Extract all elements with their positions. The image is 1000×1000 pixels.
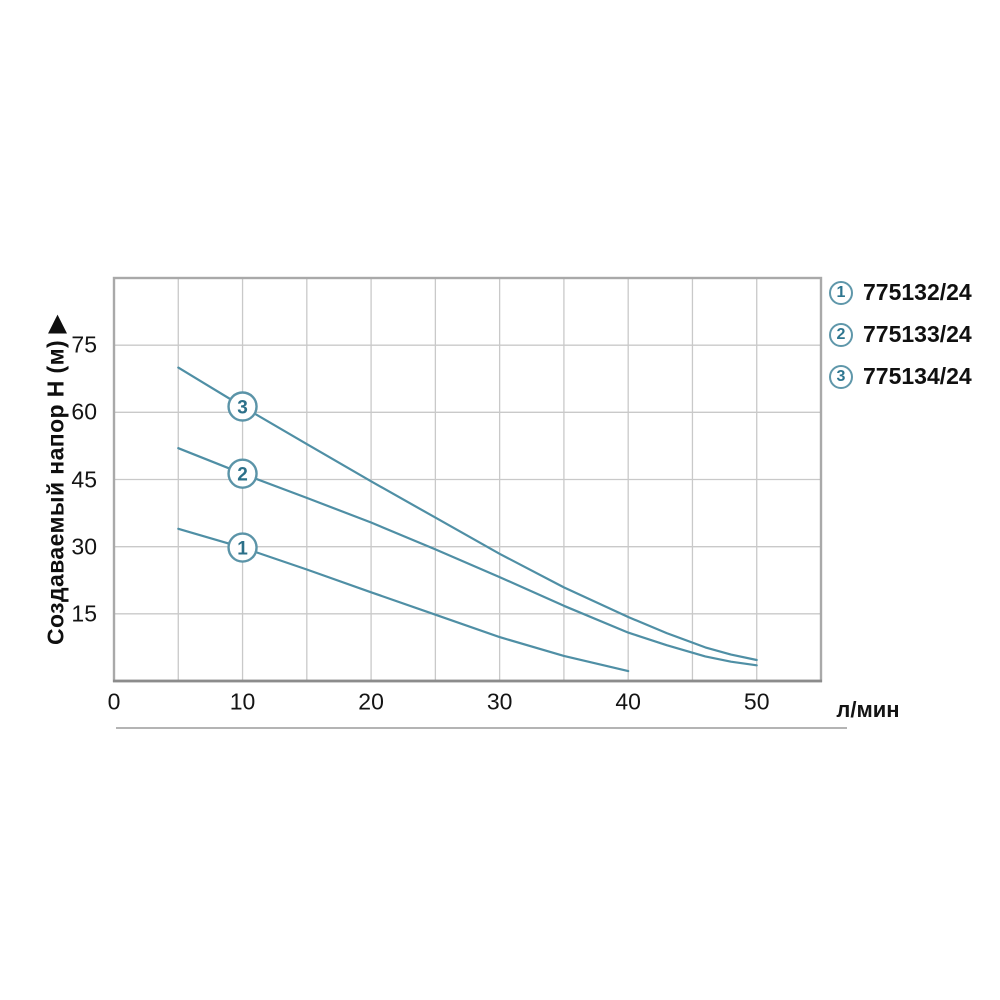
x-tick-label: 30 (486, 688, 513, 715)
y-tick-label: 15 (71, 600, 97, 627)
curve-number-circle-icon (227, 391, 258, 422)
y-tick-label: 45 (71, 466, 97, 492)
curve-number-circle-icon (227, 458, 258, 489)
y-tick-label: 75 (71, 331, 97, 358)
curve-number-label: 3 (237, 397, 248, 418)
curve-series-3 (177, 366, 758, 662)
y-tick-label: 30 (71, 533, 97, 560)
legend: 1 775132/24 2 775133/24 3 775134/24 (829, 279, 972, 390)
legend-item: 2 775133/24 (829, 321, 972, 348)
x-tick-label: 0 (107, 688, 121, 715)
x-axis-unit-label: л/мин (836, 697, 900, 722)
legend-item-label: 775132/24 (863, 279, 972, 305)
curve-number-label: 2 (237, 465, 248, 486)
legend-item-label: 775133/24 (863, 321, 972, 347)
legend-series-number-icon: 2 (829, 322, 853, 347)
curve-number-label: 1 (237, 538, 248, 559)
x-tick-label: 10 (229, 688, 256, 715)
legend-item: 1 775132/24 (829, 279, 972, 306)
y-tick-label: 60 (71, 398, 97, 425)
legend-item: 3 775134/24 (829, 363, 972, 390)
legend-series-number-icon: 3 (829, 364, 853, 389)
x-tick-label: 20 (358, 688, 384, 715)
bottom-separator-line (116, 727, 847, 729)
curve-series-2 (177, 447, 758, 667)
x-tick-label: 40 (615, 688, 641, 715)
legend-series-number-icon: 1 (829, 280, 853, 305)
legend-item-label: 775134/24 (863, 363, 972, 389)
curve-number-circle-icon (227, 532, 258, 563)
x-tick-label: 50 (743, 688, 770, 715)
